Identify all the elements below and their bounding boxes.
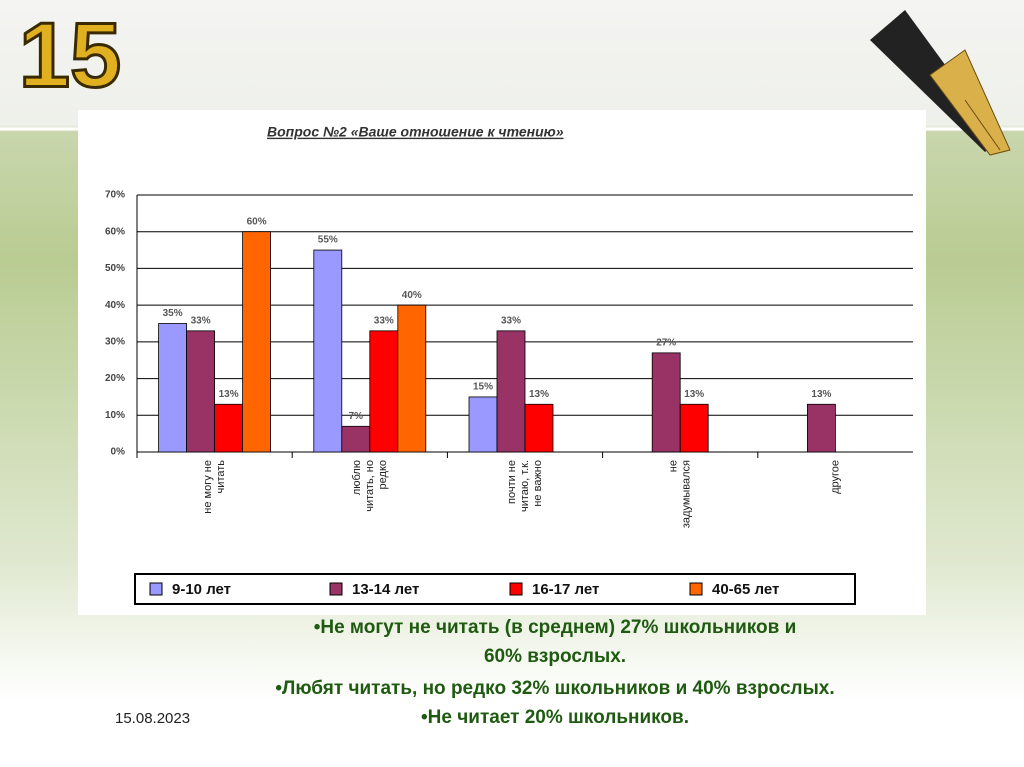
legend-swatch bbox=[149, 582, 163, 596]
y-tick-label: 70% bbox=[105, 190, 125, 201]
y-tick-label: 60% bbox=[105, 226, 125, 237]
y-tick-label: 0% bbox=[111, 447, 126, 458]
legend-label: 40-65 лет bbox=[712, 581, 779, 598]
y-tick-label: 40% bbox=[105, 300, 125, 311]
x-tick-label: другое bbox=[829, 460, 841, 494]
data-label: 60% bbox=[247, 216, 267, 227]
data-label: 33% bbox=[501, 315, 521, 326]
legend-label: 9-10 лет bbox=[172, 581, 231, 598]
chart-title: Вопрос №2 «Ваше отношение к чтению» bbox=[267, 124, 564, 140]
y-tick-label: 50% bbox=[105, 263, 125, 274]
x-tick-label: люблючитать, норедко bbox=[351, 460, 389, 512]
data-label: 55% bbox=[318, 235, 338, 246]
date: 15.08.2023 bbox=[115, 710, 190, 727]
pen-icon bbox=[870, 10, 1011, 156]
data-label: 33% bbox=[374, 315, 394, 326]
bar bbox=[369, 330, 399, 453]
data-label: 35% bbox=[163, 308, 183, 319]
bar bbox=[807, 403, 836, 453]
x-tick-label: не могу нечитать bbox=[202, 460, 227, 514]
data-label: 27% bbox=[656, 338, 676, 349]
data-label: 13% bbox=[811, 389, 831, 400]
legend-swatch bbox=[329, 582, 343, 596]
data-label: 13% bbox=[529, 389, 549, 400]
bar bbox=[242, 231, 272, 453]
y-tick-label: 20% bbox=[105, 373, 125, 384]
bar bbox=[468, 396, 498, 453]
bar bbox=[679, 403, 709, 453]
bar bbox=[214, 403, 244, 453]
legend-label: 16-17 лет bbox=[532, 581, 599, 598]
note: 60% взрослых. bbox=[484, 646, 626, 667]
legend-label: 13-14 лет bbox=[352, 581, 419, 598]
legend-swatch bbox=[689, 582, 703, 596]
y-tick-label: 30% bbox=[105, 336, 125, 347]
x-tick-label: почти нечитаю, т.к.не важно bbox=[506, 460, 544, 512]
data-label: 15% bbox=[473, 382, 493, 393]
bar bbox=[186, 330, 216, 453]
slide-number: 15 bbox=[19, 4, 121, 106]
data-label: 33% bbox=[191, 315, 211, 326]
note: •Не могут не читать (в среднем) 27% школ… bbox=[314, 617, 797, 638]
data-label: 13% bbox=[684, 389, 704, 400]
note: •Не читает 20% школьников. bbox=[421, 707, 689, 728]
bar bbox=[651, 352, 681, 453]
bar bbox=[397, 304, 427, 453]
bar bbox=[524, 403, 554, 453]
x-tick-label: незадумывался bbox=[668, 460, 693, 528]
data-label: 13% bbox=[219, 389, 239, 400]
legend bbox=[134, 573, 856, 605]
bar bbox=[341, 425, 371, 453]
data-label: 7% bbox=[349, 411, 364, 422]
note: •Любят читать, но редко 32% школьников и… bbox=[275, 678, 834, 699]
bar bbox=[158, 323, 188, 453]
bar bbox=[496, 330, 526, 453]
legend-swatch bbox=[509, 582, 523, 596]
y-tick-label: 10% bbox=[105, 410, 125, 421]
data-label: 40% bbox=[402, 290, 422, 301]
bar bbox=[313, 249, 343, 453]
